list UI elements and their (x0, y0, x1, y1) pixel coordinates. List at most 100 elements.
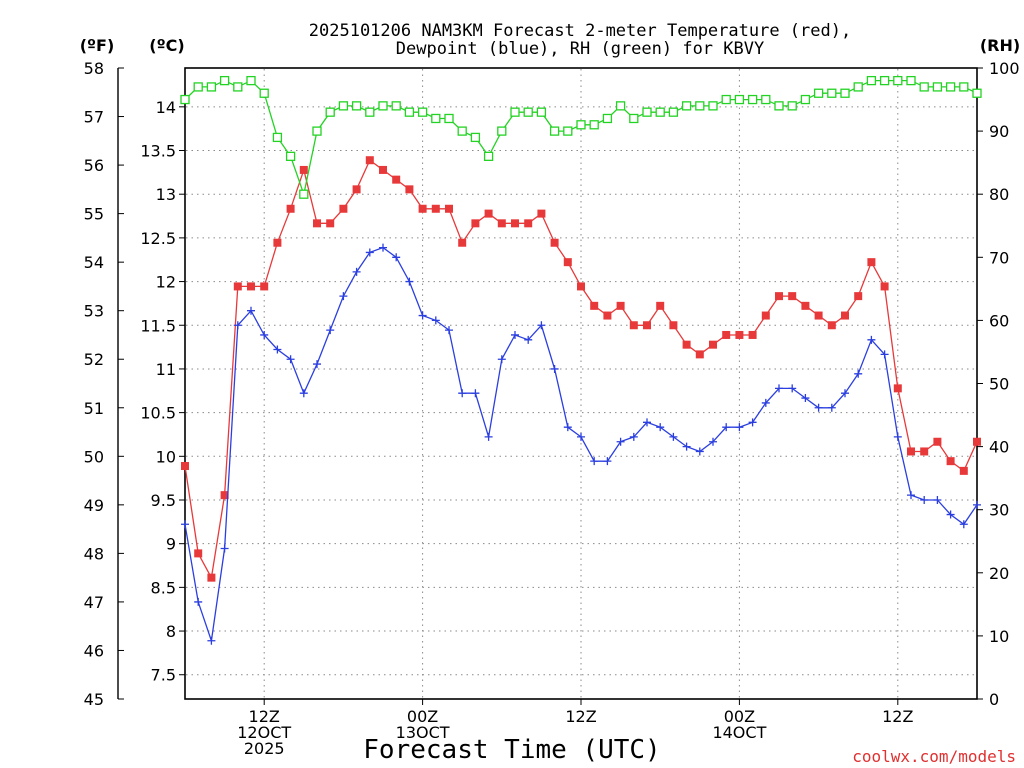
temperature-point (603, 311, 612, 320)
dewpoint-point (326, 326, 335, 335)
temperature-point (352, 185, 361, 194)
rh-point (761, 94, 771, 105)
temperature-point (946, 457, 955, 466)
rh-point (457, 126, 467, 136)
dewpoint-point (629, 432, 638, 441)
temperature-point (907, 447, 915, 456)
rh-point (417, 107, 428, 117)
temperature-point (854, 292, 863, 301)
dewpoint-point (603, 457, 612, 466)
temperature-point (207, 573, 216, 582)
c-tick-label: 10 (156, 447, 176, 466)
f-tick-label: 50 (84, 447, 104, 466)
c-tick-label: 9.5 (151, 491, 176, 510)
temperature-point (616, 301, 625, 310)
dewpoint-point (920, 495, 929, 504)
grid-lines (186, 69, 976, 698)
temperature-point (841, 311, 849, 320)
rh-tick-label: 30 (989, 501, 1009, 520)
dewpoint-point (524, 335, 533, 344)
temperature-point (735, 330, 744, 339)
temperature-point (392, 175, 401, 184)
f-tick-label: 56 (84, 156, 104, 175)
dewpoint-point (352, 267, 361, 276)
x-tick-label: 00Z (407, 707, 438, 726)
dewpoint-point (273, 345, 282, 354)
rh-point (774, 101, 784, 111)
dewpoint-point (260, 330, 269, 339)
temperature-point (286, 204, 295, 213)
dewpoint-point (801, 394, 810, 403)
dewpoint-point (471, 389, 480, 398)
c-tick-label: 13 (156, 185, 176, 204)
dewpoint-point (365, 248, 374, 257)
x-tick-label: 00Z (724, 707, 755, 726)
dewpoint-point (616, 437, 625, 446)
rh-point (721, 94, 731, 105)
dewpoint-point (722, 423, 731, 432)
rh-tick-label: 90 (989, 122, 1009, 141)
rh-point (404, 107, 415, 117)
c-tick-label: 7.5 (151, 666, 176, 685)
c-tick-label: 9 (166, 535, 176, 554)
dewpoint-point (431, 316, 440, 325)
dewpoint-point (563, 423, 572, 432)
dewpoint-series (181, 243, 981, 645)
temperature-point (260, 282, 269, 291)
rh-point (523, 107, 533, 117)
f-tick-label: 48 (84, 544, 104, 563)
temperature-point (775, 292, 783, 301)
rh-point (549, 126, 560, 136)
dewpoint-point (748, 418, 757, 427)
dewpoint-point (695, 447, 704, 456)
rh-point (246, 75, 256, 86)
fahrenheit-axis: 45 46 47 48 49 50 51 52 53 54 55 56 57 58 (84, 59, 124, 709)
temperature-point (220, 491, 229, 500)
f-tick-label: 46 (84, 641, 104, 660)
dewpoint-point (511, 330, 519, 339)
rh-point (787, 101, 797, 111)
temperature-point (973, 437, 981, 446)
temperature-point (511, 219, 519, 228)
rh-point (681, 101, 692, 111)
temperature-point (669, 321, 678, 330)
f-tick-label: 49 (84, 496, 104, 515)
rh-tick-label: 50 (989, 375, 1009, 394)
dewpoint-point (841, 389, 849, 398)
f-tick-label: 51 (84, 399, 104, 418)
dewpoint-point (577, 432, 585, 441)
dewpoint-point (405, 277, 414, 286)
temperature-point (471, 219, 480, 228)
rh-point (299, 189, 309, 199)
f-tick-label: 47 (84, 593, 104, 612)
chart-title-line-2: Dewpoint (blue), RH (green) for KBVY (396, 39, 764, 59)
dewpoint-point (827, 403, 836, 412)
credit-text: coolwx.com/models (852, 747, 1016, 766)
dewpoint-point (814, 403, 823, 412)
temperature-point (550, 238, 559, 247)
rh-point (497, 126, 507, 136)
temperature-point (695, 350, 704, 359)
temperature-series (181, 156, 981, 582)
dewpoint-point (313, 360, 321, 369)
dewpoint-point (418, 311, 427, 320)
temperature-point (920, 447, 929, 456)
rh-point (708, 101, 718, 111)
dewpoint-point (643, 418, 651, 427)
f-tick-label: 54 (84, 253, 104, 272)
rh-point (431, 113, 441, 124)
rh-point (615, 101, 626, 111)
dewpoint-point (959, 520, 968, 529)
rh-point (972, 88, 982, 98)
rh-point (259, 88, 269, 98)
dewpoint-point (933, 495, 942, 504)
chart-title-line-1: 2025101206 NAM3KM Forecast 2-meter Tempe… (309, 21, 851, 41)
dewpoint-point (550, 364, 559, 373)
temperature-point (537, 209, 546, 218)
rh-tick-label: 60 (989, 311, 1009, 330)
dewpoint-point (233, 321, 242, 330)
dewpoint-point (907, 491, 915, 500)
temperature-point (801, 301, 810, 310)
